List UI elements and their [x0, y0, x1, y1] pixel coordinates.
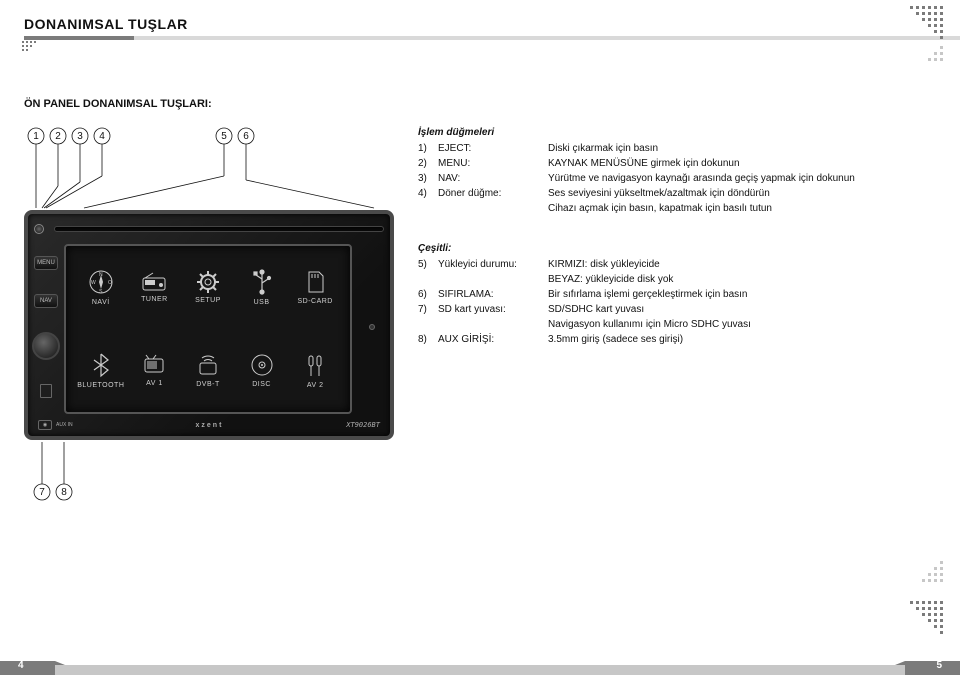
- svg-text:W: W: [91, 280, 96, 286]
- menu-av2[interactable]: AV 2: [288, 352, 342, 389]
- radio-icon: [141, 272, 167, 292]
- menu-disc[interactable]: DISC: [235, 353, 289, 388]
- title-rule-dots: [22, 41, 52, 53]
- title-rule: [24, 36, 960, 40]
- device-screen: NSWO NAVİ TUNER SETUP: [64, 244, 352, 414]
- svg-text:1: 1: [33, 131, 39, 142]
- sdcard-icon: [305, 270, 325, 294]
- menu-sdcard[interactable]: SD-CARD: [288, 270, 342, 305]
- decorative-dots-side: [880, 561, 950, 641]
- menu-bluetooth[interactable]: BLUETOOTH: [74, 352, 128, 389]
- device-mockup: MENU NAV NSWO NAVİ: [24, 210, 394, 440]
- gear-icon: [197, 271, 219, 293]
- disc-slot: [54, 226, 384, 232]
- bluetooth-icon: [92, 352, 110, 378]
- section2-heading: Çeşitli:: [418, 242, 938, 256]
- menu-tuner[interactable]: TUNER: [128, 272, 182, 303]
- compass-icon: NSWO: [88, 269, 114, 295]
- page-number-left: 4: [18, 660, 24, 671]
- disc-icon: [250, 353, 274, 377]
- svg-text:5: 5: [221, 131, 227, 142]
- footer-bars: [0, 647, 960, 681]
- brand-logo: xzent: [196, 422, 224, 429]
- reset-hole-icon: [369, 324, 375, 330]
- tv-icon: [142, 354, 166, 376]
- menu-dvbt[interactable]: DVB-T: [181, 353, 235, 388]
- page-number-right: 5: [936, 660, 942, 671]
- svg-text:O: O: [108, 280, 112, 286]
- rca-icon: [306, 352, 324, 378]
- dvbt-icon: [196, 353, 220, 377]
- eject-led-icon: [34, 224, 44, 234]
- menu-av1[interactable]: AV 1: [128, 354, 182, 387]
- menu-usb[interactable]: USB: [235, 269, 289, 306]
- model-label: XT9026BT: [346, 421, 380, 429]
- menu-navi[interactable]: NSWO NAVİ: [74, 269, 128, 306]
- callout-2: [42, 128, 66, 208]
- section1-heading: İşlem düğmeleri: [418, 126, 938, 140]
- usb-icon: [252, 269, 272, 295]
- decorative-dots-top: [880, 6, 950, 66]
- device-right-side: [356, 244, 388, 410]
- svg-text:4: 4: [99, 131, 105, 142]
- device-column: 1 2 3 4 5 6 MENU NAV: [24, 126, 394, 504]
- device-left-buttons: MENU NAV: [30, 244, 62, 410]
- aux-label: AUX IN: [56, 422, 73, 428]
- page-title: DONANIMSAL TUŞLAR: [24, 16, 960, 32]
- svg-text:3: 3: [77, 131, 83, 142]
- callout-6: [238, 128, 374, 208]
- callout-leaders-bottom: 7 8: [24, 440, 394, 504]
- menu-button[interactable]: MENU: [34, 256, 58, 270]
- svg-text:2: 2: [55, 131, 61, 142]
- svg-text:8: 8: [61, 487, 67, 498]
- rotary-knob[interactable]: [32, 332, 60, 360]
- callout-leaders-top: 1 2 3 4 5 6: [24, 126, 394, 210]
- sd-slot-icon: [40, 384, 52, 398]
- nav-button[interactable]: NAV: [34, 294, 58, 308]
- svg-text:7: 7: [39, 487, 45, 498]
- description-column: İşlem düğmeleri 1)EJECT:Diski çıkarmak i…: [418, 126, 938, 348]
- svg-text:S: S: [99, 289, 103, 295]
- menu-setup[interactable]: SETUP: [181, 271, 235, 304]
- aux-port-icon: ◉: [38, 420, 52, 430]
- section-subtitle: ÖN PANEL DONANIMSAL TUŞLARI:: [24, 98, 960, 110]
- svg-text:6: 6: [243, 131, 249, 142]
